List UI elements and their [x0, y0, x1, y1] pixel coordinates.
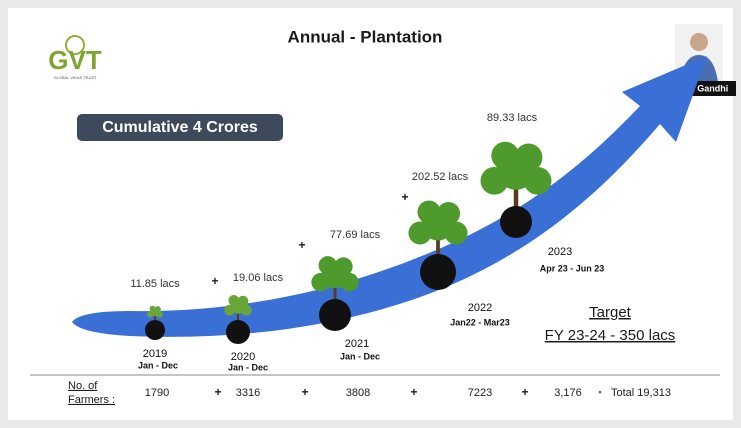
tree-foliage [417, 200, 441, 224]
separator: + [301, 385, 308, 399]
separator: + [214, 385, 221, 399]
tree-foliage [491, 141, 520, 170]
tree-foliage [334, 257, 353, 276]
farmer-count: 3,176 [554, 387, 582, 399]
tree-foliage [154, 306, 161, 313]
soil-ball [145, 320, 165, 340]
period: Jan - Dec [138, 360, 178, 370]
farmer-count: 3316 [236, 387, 260, 399]
tree-foliage [241, 304, 252, 316]
year: 2020 [231, 351, 255, 363]
title: Annual - Plantation [288, 27, 443, 46]
tree-foliage [436, 201, 461, 226]
soil-ball [420, 254, 456, 290]
logo-icon [65, 35, 85, 55]
tree-foliage [514, 143, 543, 172]
farmer-count: 3808 [346, 387, 370, 399]
tree-foliage [149, 305, 156, 312]
tree-foliage [318, 256, 338, 275]
farmer-count: 7223 [468, 387, 492, 399]
separator: + [298, 238, 305, 252]
farmer-count: 1790 [145, 387, 169, 399]
farmers-label: Farmers : [68, 394, 115, 406]
year: 2023 [548, 246, 572, 258]
logo-subtitle: GLOBAL VIKAS TRUST [53, 75, 97, 80]
separator: + [521, 385, 528, 399]
year: 2021 [345, 338, 369, 350]
separator: + [211, 274, 218, 288]
amount: 89.33 lacs [487, 112, 538, 124]
tree-foliage [444, 221, 468, 245]
year: 2022 [468, 302, 492, 314]
logo: GVT GLOBAL VIKAS TRUST [48, 35, 102, 80]
target-value: FY 23-24 - 350 lacs [545, 327, 676, 344]
period: Jan - Dec [228, 362, 268, 372]
soil-ball [500, 206, 532, 238]
farmers-label: No. of [68, 380, 98, 392]
tree-foliage [228, 295, 240, 306]
amount: 19.06 lacs [233, 272, 284, 284]
period: Jan22 - Mar23 [450, 317, 510, 327]
tree-foliage [408, 221, 432, 245]
badge: Cumulative 4 Crores [102, 119, 258, 136]
tree-foliage [147, 311, 154, 318]
separator: + [410, 385, 417, 399]
tree-foliage [311, 272, 330, 292]
amount: 77.69 lacs [330, 229, 381, 241]
logo-text: GVT [48, 45, 102, 75]
tree-foliage [237, 295, 249, 307]
badge-bg [77, 114, 283, 141]
soil-ball [319, 299, 351, 331]
growth-arrow [72, 56, 707, 337]
bullet: • [598, 388, 602, 399]
tree-foliage [224, 304, 235, 316]
amount: 11.85 lacs [130, 278, 180, 290]
presenter-head [690, 33, 708, 51]
target-label: Target [589, 304, 632, 321]
period: Apr 23 - Jun 23 [540, 263, 605, 273]
slide-background [8, 8, 733, 420]
soil-ball [226, 320, 250, 344]
amount: 202.52 lacs [412, 171, 469, 183]
tree-foliage [340, 272, 359, 292]
year: 2019 [143, 348, 167, 360]
tree-foliage [156, 311, 163, 318]
tree-foliage [523, 166, 552, 195]
separator: + [401, 190, 408, 204]
tree-foliage [480, 166, 509, 195]
period: Jan - Dec [340, 351, 380, 361]
farmers-total: Total 19,313 [611, 387, 671, 399]
